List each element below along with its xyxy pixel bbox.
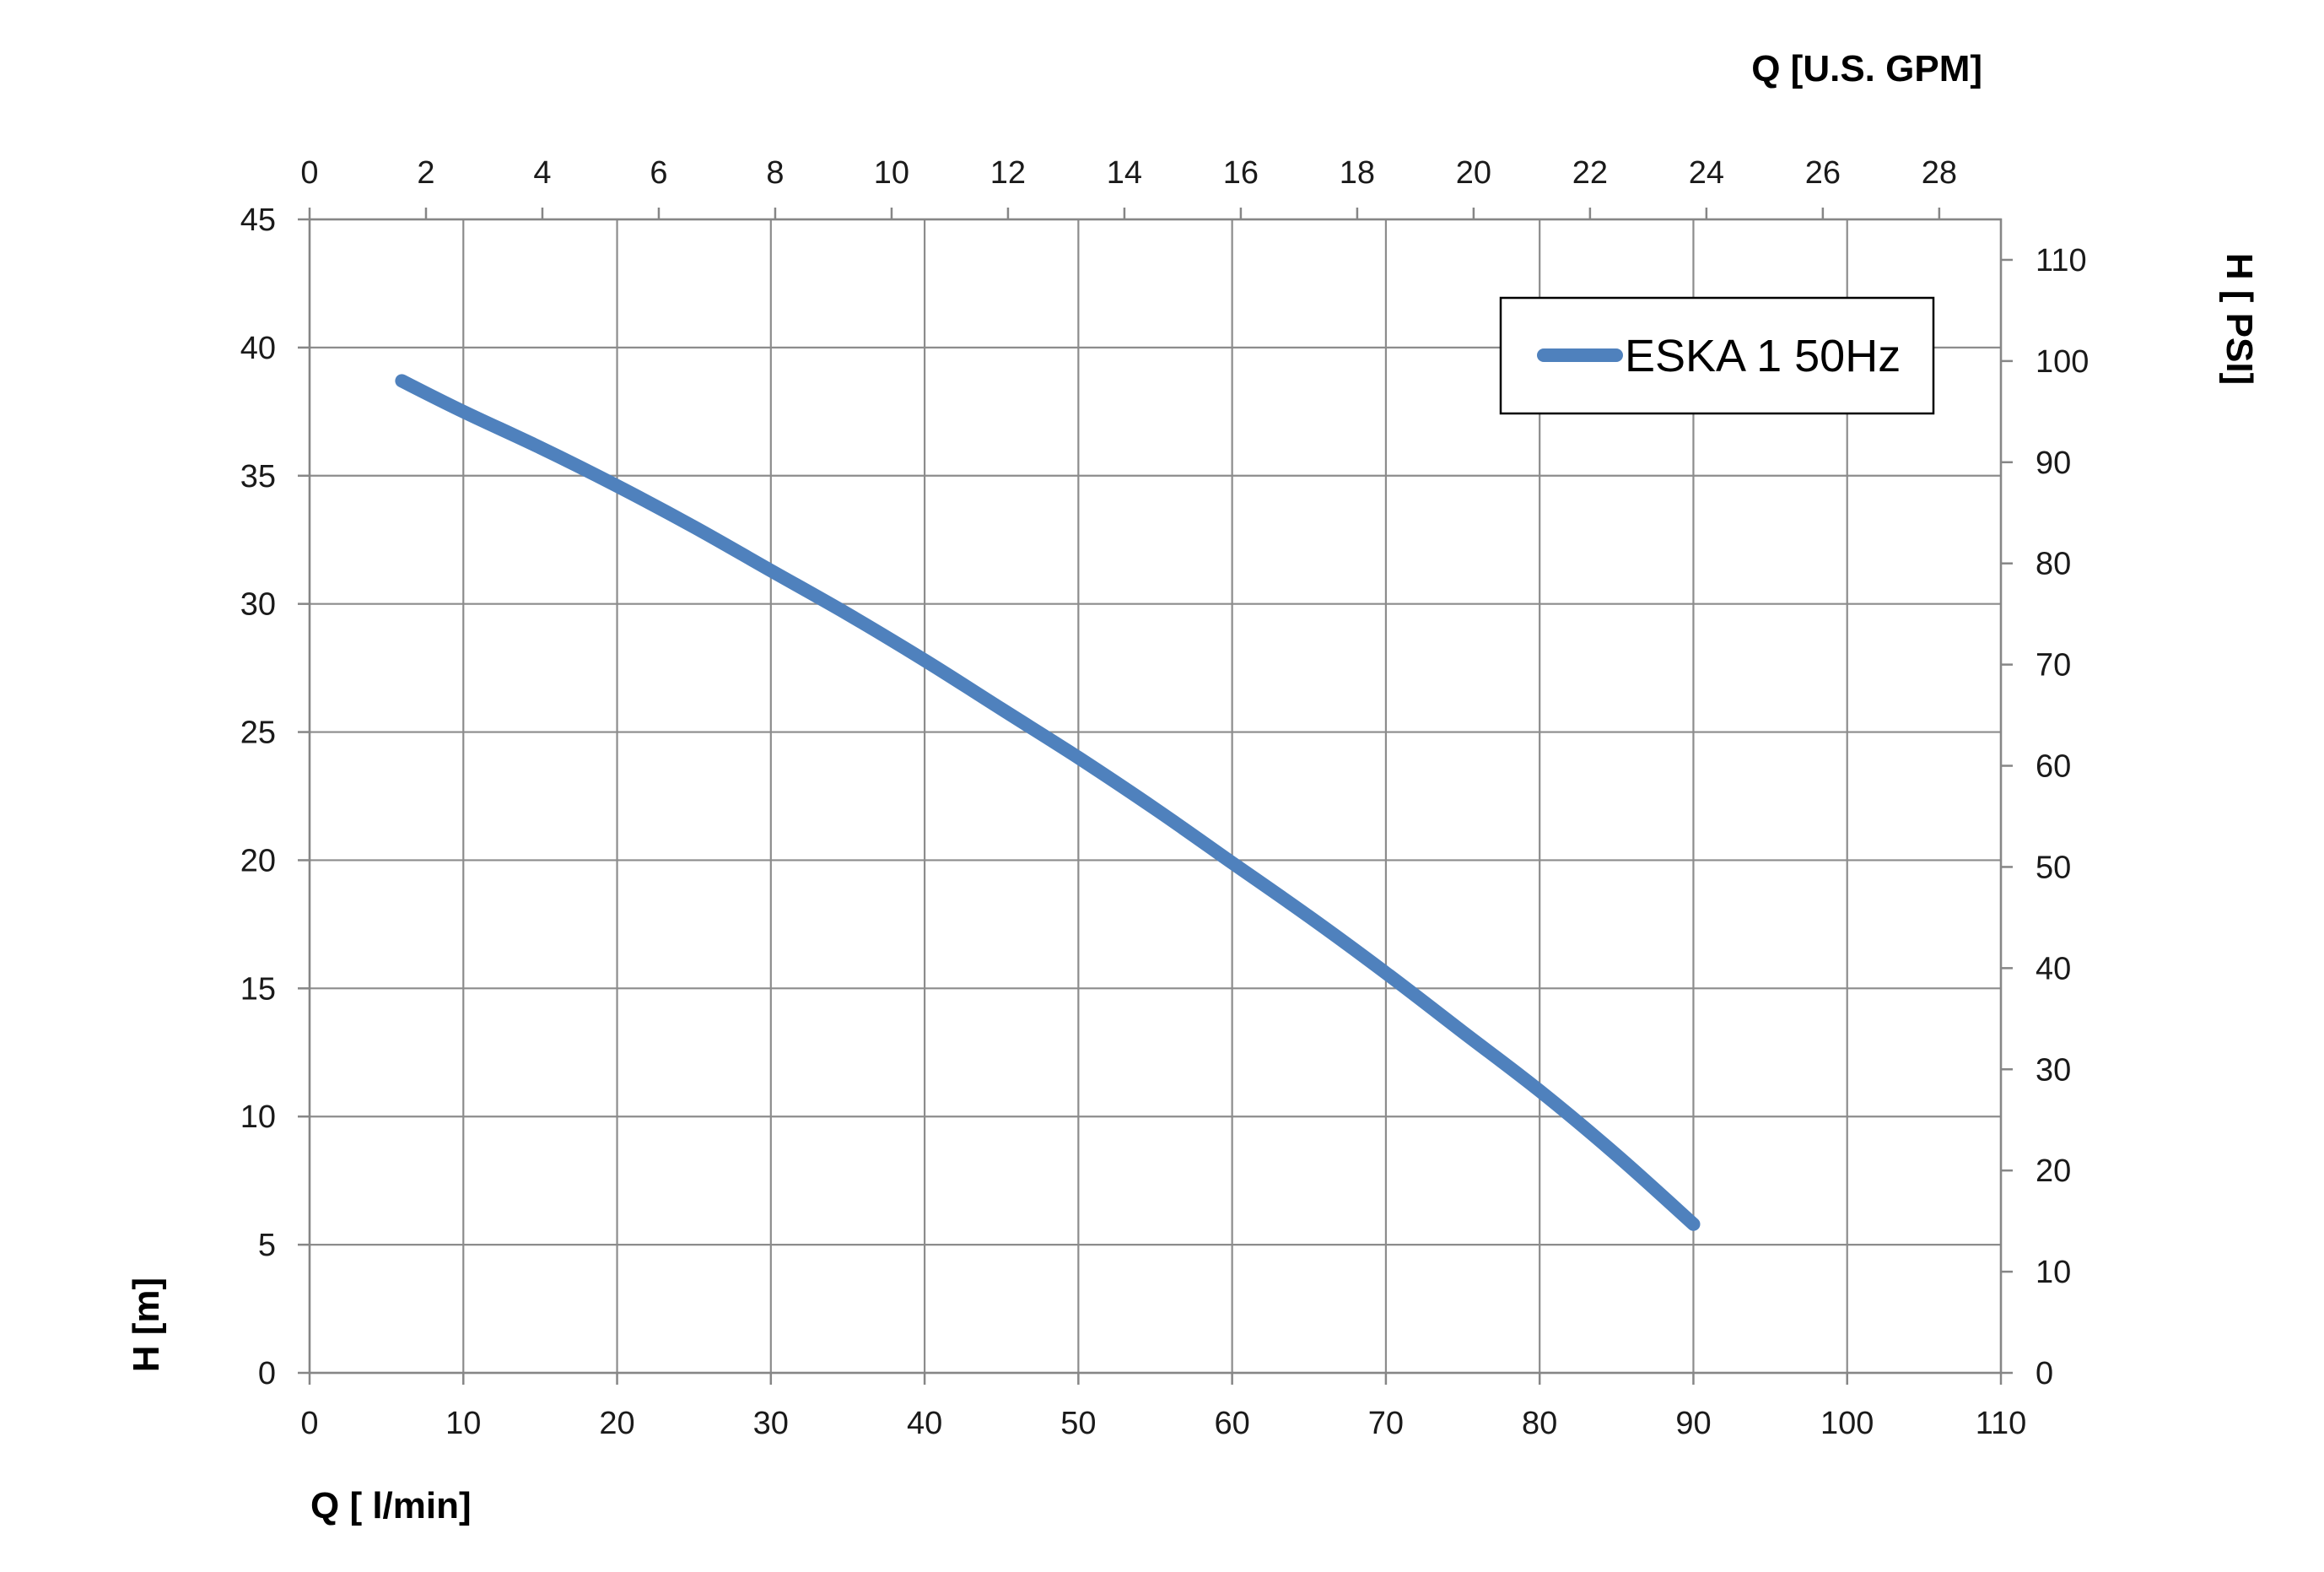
x-top-tick-label: 4 bbox=[533, 155, 551, 191]
x-bottom-tick-label: 100 bbox=[1820, 1406, 1874, 1441]
x-top-tick-label: 10 bbox=[874, 155, 909, 191]
x-top-tick-label: 24 bbox=[1689, 155, 1724, 191]
x-top-tick-label: 28 bbox=[1922, 155, 1957, 191]
y-left-tick-label: 20 bbox=[240, 843, 276, 878]
plot-area-border bbox=[308, 218, 2003, 1375]
y-right-tick-label: 100 bbox=[2036, 344, 2089, 380]
y-axis-title-left: H [m] bbox=[126, 1278, 167, 1372]
x-bottom-tick-label: 50 bbox=[1060, 1406, 1096, 1441]
y-axis-title-right: H [ PSI] bbox=[2219, 253, 2260, 385]
y-left-tick-label: 45 bbox=[240, 203, 276, 238]
y-right-tick-label: 50 bbox=[2036, 850, 2071, 885]
y-right-tick-label: 20 bbox=[2036, 1153, 2071, 1189]
x-top-tick-label: 20 bbox=[1456, 155, 1491, 191]
y-left-tick-label: 5 bbox=[258, 1228, 276, 1263]
y-left-tick-label: 15 bbox=[240, 971, 276, 1007]
y-left-tick-label: 10 bbox=[240, 1099, 276, 1135]
y-right-tick-label: 70 bbox=[2036, 648, 2071, 683]
x-top-tick-label: 22 bbox=[1572, 155, 1608, 191]
y-left-tick-label: 25 bbox=[240, 716, 276, 751]
x-top-tick-label: 18 bbox=[1340, 155, 1375, 191]
x-bottom-tick-label: 10 bbox=[445, 1406, 481, 1441]
x-top-tick-label: 0 bbox=[300, 155, 318, 191]
y-right-tick-label: 110 bbox=[2036, 243, 2087, 278]
x-top-tick-label: 12 bbox=[990, 155, 1026, 191]
legend: ESKA 1 50Hz bbox=[1499, 296, 1935, 415]
series-layer bbox=[395, 374, 1701, 1231]
x-top-tick-label: 26 bbox=[1805, 155, 1841, 191]
legend-label: ESKA 1 50Hz bbox=[1625, 331, 1901, 381]
plot-border bbox=[308, 218, 2003, 1375]
x-bottom-tick-label: 80 bbox=[1522, 1406, 1557, 1441]
x-bottom-tick-label: 110 bbox=[1976, 1406, 2027, 1441]
x-top-tick-label: 2 bbox=[417, 155, 434, 191]
x-axis-title-top: Q [U.S. GPM] bbox=[1751, 48, 1982, 89]
y-right-tick-label: 80 bbox=[2036, 547, 2071, 582]
y-left-tick-label: 30 bbox=[240, 587, 276, 623]
x-bottom-tick-label: 70 bbox=[1368, 1406, 1404, 1441]
x-top-tick-label: 8 bbox=[766, 155, 784, 191]
y-right-tick-label: 40 bbox=[2036, 951, 2071, 986]
x-axis-title-bottom: Q [ l/min] bbox=[310, 1485, 472, 1526]
y-right-tick-label: 0 bbox=[2036, 1356, 2053, 1391]
x-top-tick-label: 14 bbox=[1107, 155, 1142, 191]
x-top-tick-label: 6 bbox=[650, 155, 667, 191]
y-right-tick-label: 10 bbox=[2036, 1255, 2071, 1290]
x-bottom-tick-label: 20 bbox=[599, 1406, 634, 1441]
series-line bbox=[395, 374, 1701, 1231]
y-left-tick-label: 0 bbox=[258, 1356, 276, 1391]
y-right-tick-label: 60 bbox=[2036, 749, 2071, 785]
x-bottom-tick-label: 40 bbox=[907, 1406, 942, 1441]
y-left-tick-label: 40 bbox=[240, 331, 276, 366]
x-bottom-tick-label: 0 bbox=[300, 1406, 318, 1441]
x-bottom-tick-label: 90 bbox=[1675, 1406, 1711, 1441]
y-right-tick-label: 90 bbox=[2036, 446, 2071, 481]
x-bottom-tick-label: 60 bbox=[1214, 1406, 1249, 1441]
y-right-tick-label: 30 bbox=[2036, 1052, 2071, 1088]
x-top-tick-label: 16 bbox=[1223, 155, 1259, 191]
y-left-tick-label: 35 bbox=[240, 459, 276, 494]
x-bottom-tick-label: 30 bbox=[753, 1406, 789, 1441]
